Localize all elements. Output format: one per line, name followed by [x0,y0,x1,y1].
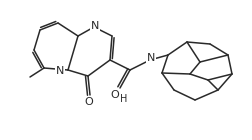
Text: N: N [147,53,155,63]
Text: N: N [56,66,64,76]
Text: O: O [111,90,119,100]
Text: O: O [85,97,93,107]
Text: H: H [120,94,128,104]
Text: N: N [91,21,99,31]
